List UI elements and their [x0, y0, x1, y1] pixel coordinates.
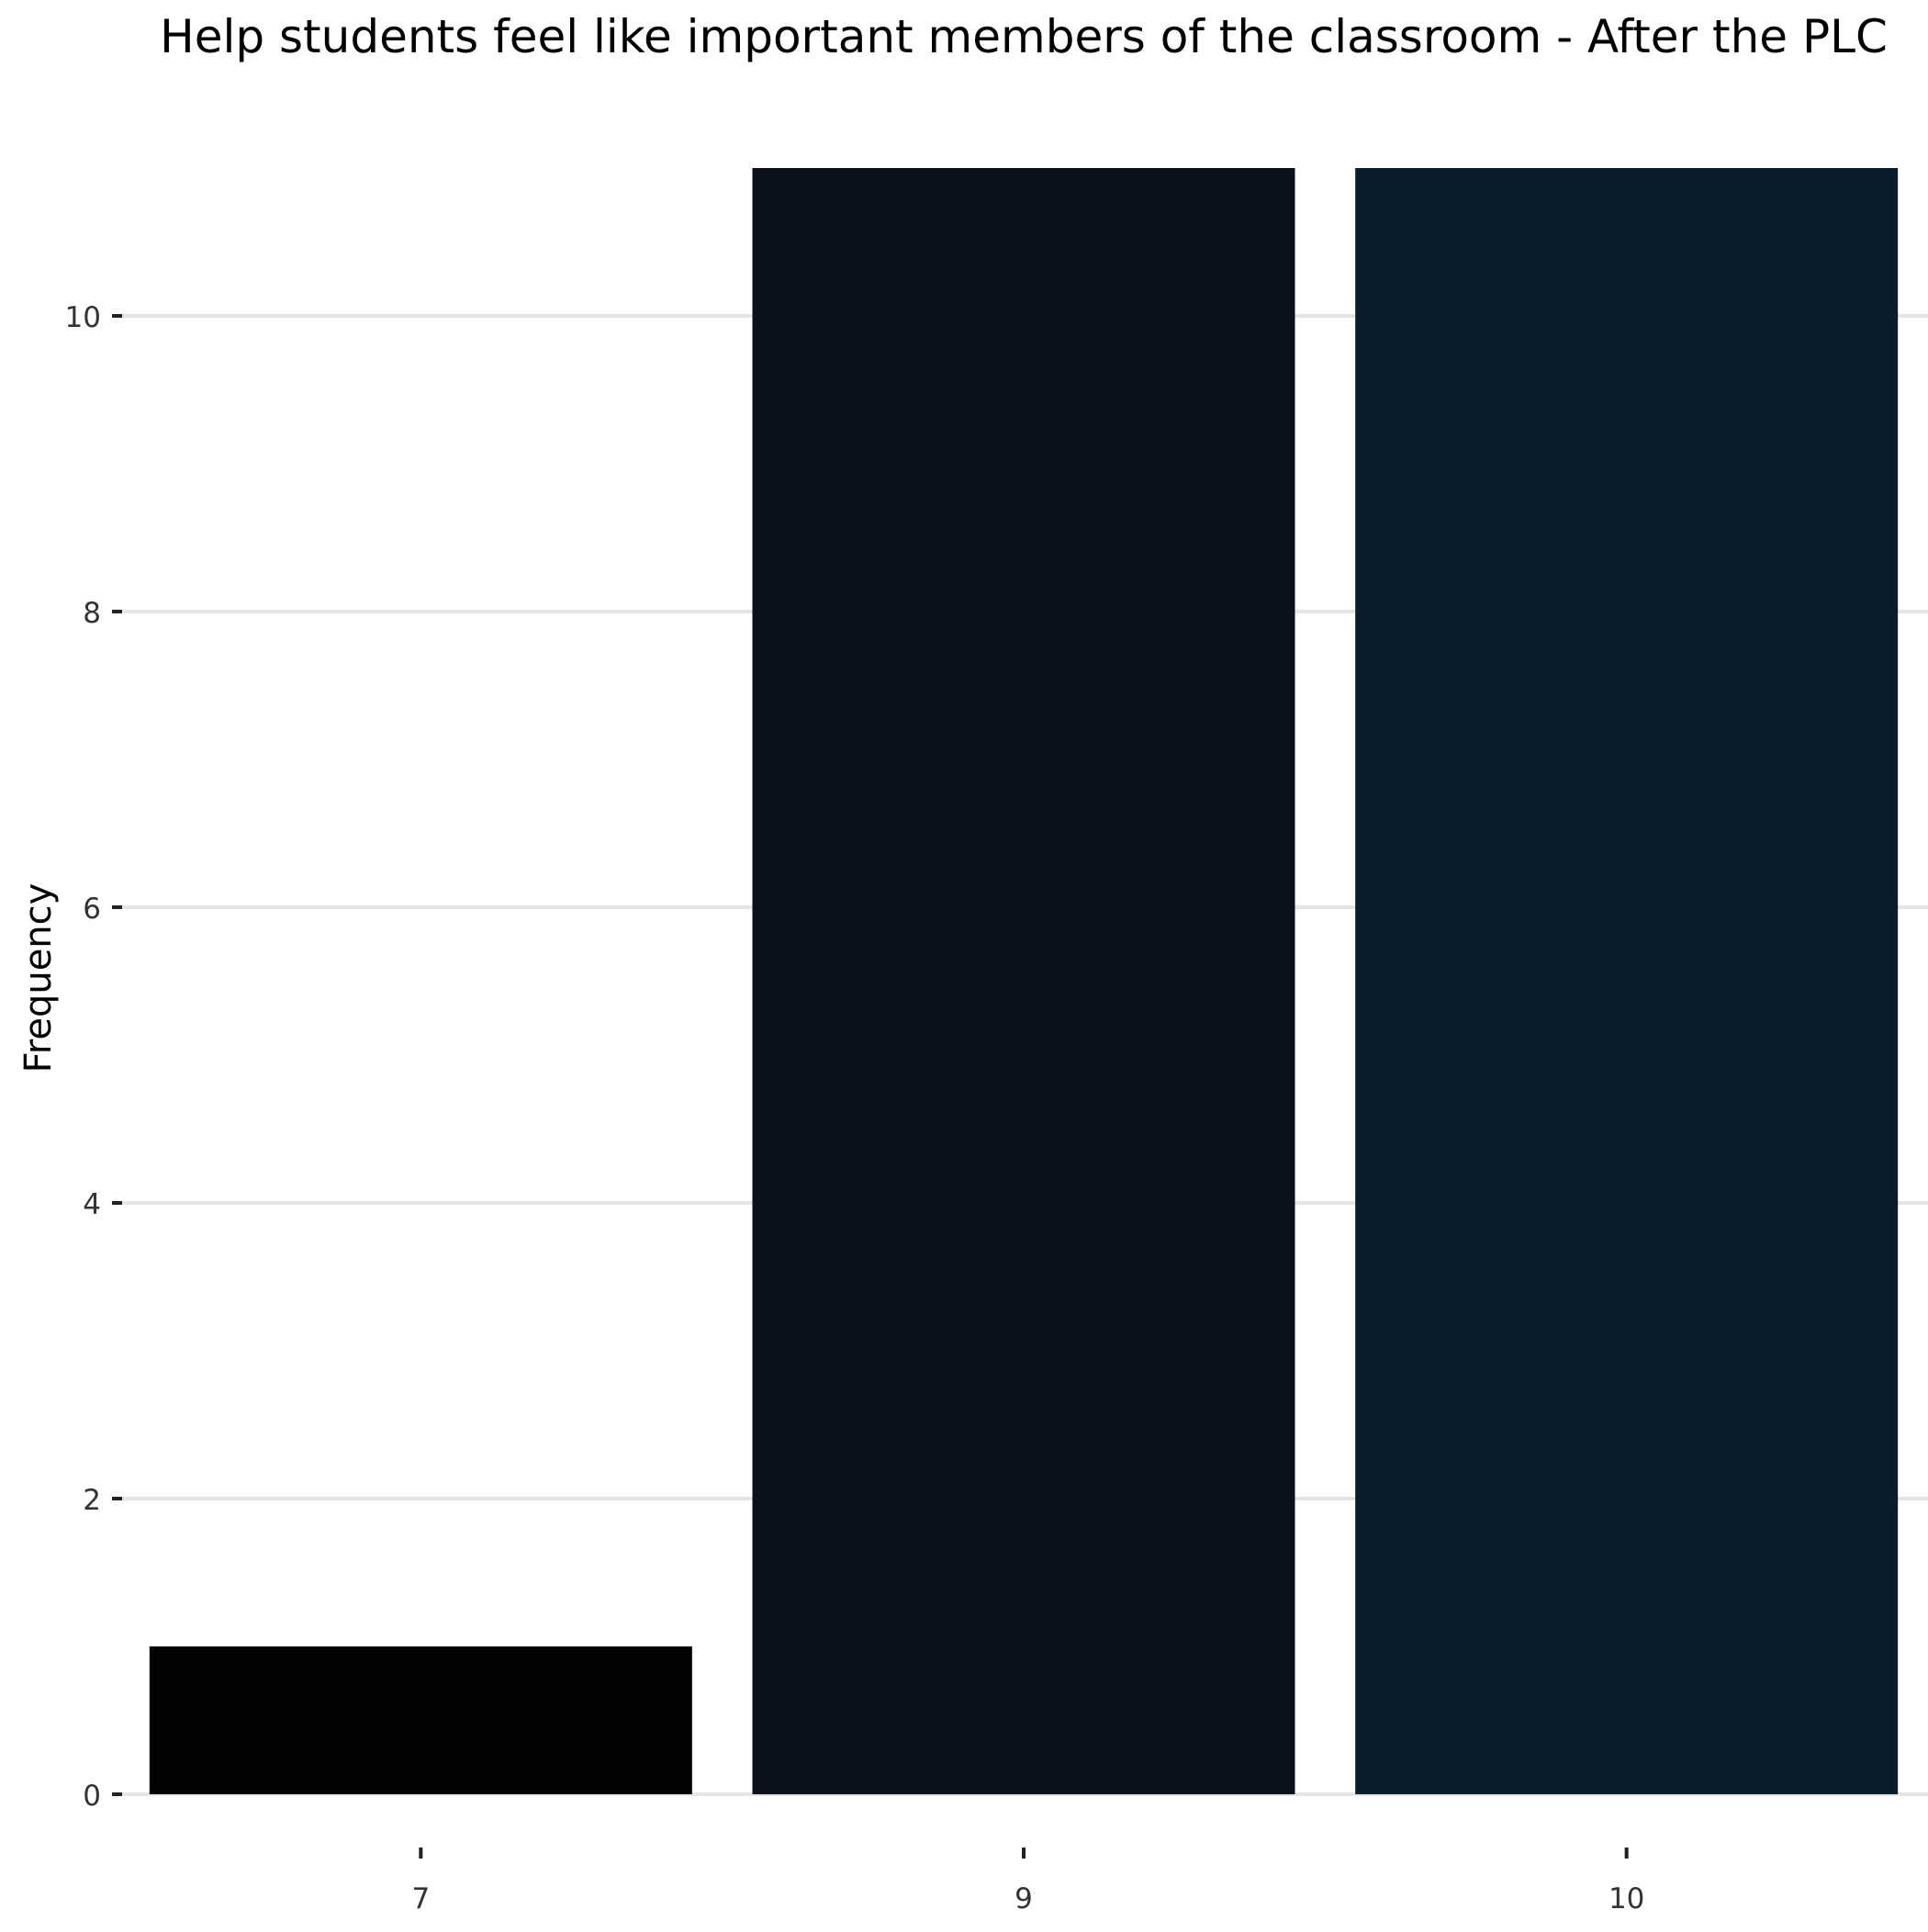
y-axis: 0 2 4 6 8 10: [65, 301, 122, 1813]
y-axis-label: Frequency: [17, 883, 60, 1073]
x-tick-label-7: 7: [411, 1882, 430, 1915]
x-tick-label-10: 10: [1609, 1882, 1644, 1915]
y-tick-label-4: 4: [83, 1188, 101, 1221]
bar-7: [149, 1646, 692, 1794]
bar-9: [752, 168, 1295, 1794]
y-tick-label-6: 6: [83, 893, 101, 926]
bars: [149, 168, 1899, 1794]
y-tick-label-10: 10: [65, 301, 101, 334]
y-tick-label-2: 2: [83, 1484, 101, 1517]
y-tick-label-8: 8: [83, 597, 101, 630]
chart-title: Help students feel like important member…: [160, 10, 1888, 63]
y-tick-label-0: 0: [83, 1780, 101, 1813]
x-axis: 7 9 10: [411, 1848, 1644, 1915]
bar-10: [1355, 168, 1899, 1794]
x-tick-label-9: 9: [1014, 1882, 1033, 1915]
